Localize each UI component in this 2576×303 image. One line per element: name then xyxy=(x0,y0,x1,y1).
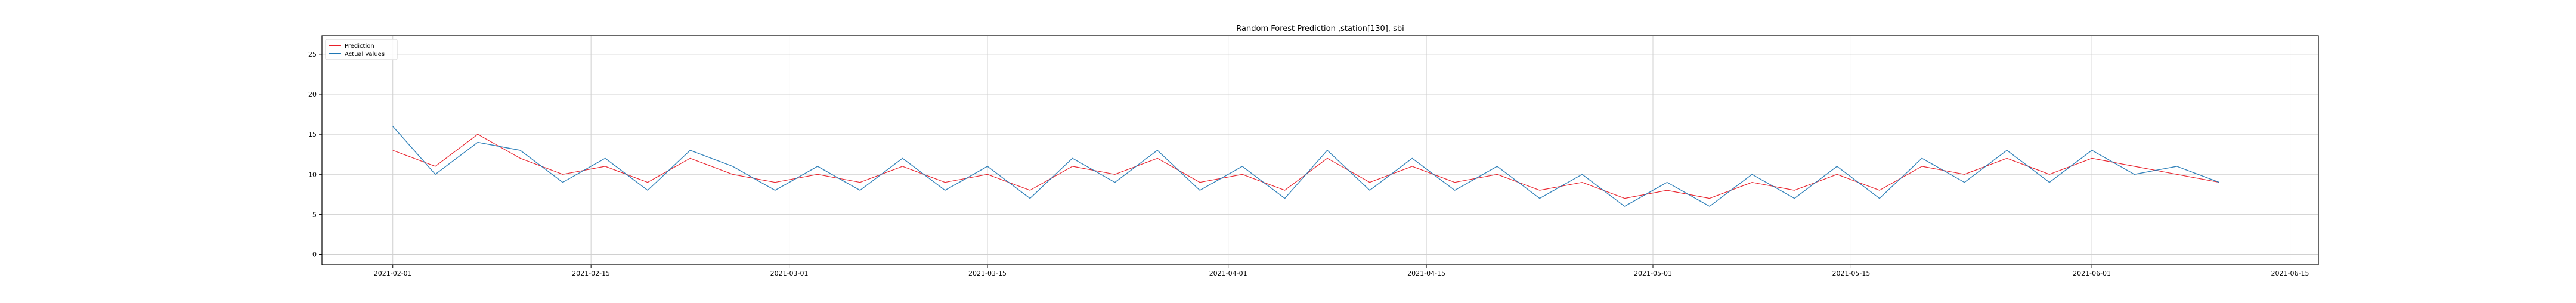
legend-label-actual-values: Actual values xyxy=(345,51,385,58)
x-tick-label: 2021-02-15 xyxy=(572,270,610,277)
series-line-actual-values xyxy=(392,126,2220,207)
x-tick-label: 2021-05-15 xyxy=(1832,270,1870,277)
y-tick-label: 0 xyxy=(312,251,317,259)
plot-frame xyxy=(321,35,2319,265)
x-tick-label: 2021-03-15 xyxy=(968,270,1007,277)
chart-title: Random Forest Prediction ,station[130], … xyxy=(1236,24,1404,33)
grid-layer xyxy=(322,36,2318,265)
tick-layer: 2021-02-01 2021-02-15 2021-03-01 2021-03-15… xyxy=(308,51,2309,277)
y-tick-label: 15 xyxy=(308,131,317,138)
legend-box xyxy=(325,39,398,60)
y-tick-label: 25 xyxy=(308,51,317,58)
x-tick-label: 2021-02-01 xyxy=(374,270,412,277)
x-tick-label: 2021-04-15 xyxy=(1407,270,1445,277)
legend-label-prediction: Prediction xyxy=(345,43,374,50)
x-tick-label: 2021-03-01 xyxy=(770,270,809,277)
y-tick-label: 5 xyxy=(312,211,317,218)
y-tick-label: 10 xyxy=(308,171,317,178)
x-tick-label: 2021-06-15 xyxy=(2271,270,2309,277)
series-layer xyxy=(392,126,2220,207)
x-tick-label: 2021-04-01 xyxy=(1209,270,1247,277)
y-tick-label: 20 xyxy=(308,91,317,98)
x-tick-label: 2021-06-01 xyxy=(2073,270,2111,277)
x-tick-label: 2021-05-01 xyxy=(1634,270,1672,277)
